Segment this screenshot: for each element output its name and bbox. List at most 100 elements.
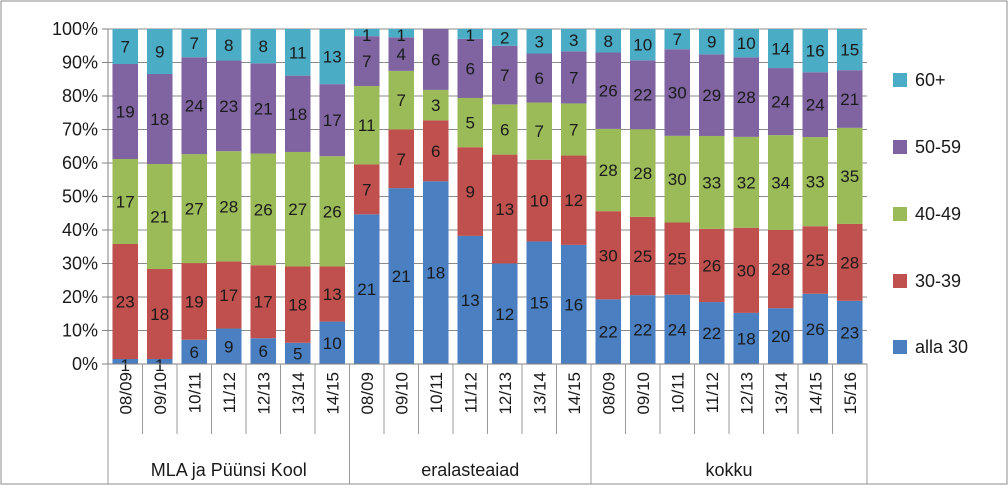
bar-segment — [422, 89, 449, 121]
x-tick-label: 09/10 — [392, 372, 411, 415]
bar-segment — [698, 228, 725, 303]
bar-segment — [319, 266, 346, 322]
bar-segment — [698, 54, 725, 136]
bar-segment — [146, 359, 173, 364]
bar-segment — [526, 53, 553, 103]
data-label: 23 — [840, 323, 859, 342]
data-label: 22 — [702, 324, 721, 343]
data-label: 33 — [806, 173, 825, 192]
data-label: 24 — [668, 320, 687, 339]
data-label: 30 — [737, 261, 756, 280]
data-label: 17 — [254, 293, 273, 312]
data-label: 15 — [530, 294, 549, 313]
bar-segment — [215, 261, 242, 329]
data-label: 17 — [116, 193, 135, 212]
data-label: 18 — [737, 329, 756, 348]
bar-segment — [560, 29, 587, 52]
data-label: 21 — [840, 90, 859, 109]
bar-segment — [181, 29, 208, 58]
bar-segment — [112, 64, 139, 159]
data-label: 26 — [806, 320, 825, 339]
data-label: 8 — [604, 32, 613, 51]
data-label: 8 — [259, 37, 268, 56]
data-label: 28 — [599, 161, 618, 180]
legend-swatch — [893, 73, 907, 87]
data-label: 7 — [121, 38, 130, 57]
data-label: 29 — [702, 86, 721, 105]
bar-segment — [457, 97, 484, 148]
bar-segment — [767, 230, 794, 309]
bar-segment — [767, 68, 794, 136]
data-label: 27 — [185, 200, 204, 219]
y-tick-label: 40% — [62, 220, 98, 240]
bar-segment — [422, 120, 449, 182]
data-label: 9 — [155, 43, 164, 62]
data-label: 10 — [737, 34, 756, 53]
x-tick-label: 13/14 — [289, 372, 308, 415]
bar-segment — [181, 263, 208, 340]
bar-segment — [146, 29, 173, 74]
bar-segment — [181, 57, 208, 155]
bar-segment — [733, 29, 760, 58]
bar-segment — [802, 72, 829, 138]
bar-segment — [629, 29, 656, 61]
bar-segment — [595, 211, 622, 300]
data-label: 7 — [362, 52, 371, 71]
bar-segment — [733, 136, 760, 228]
data-label: 11 — [289, 43, 307, 62]
bar-segment — [422, 181, 449, 364]
bar-segment — [560, 244, 587, 364]
bar-segment — [767, 308, 794, 364]
bar-segment — [388, 29, 415, 38]
bar-segment — [733, 57, 760, 137]
bar-segment — [664, 49, 691, 136]
data-label: 25 — [668, 250, 687, 269]
data-label: 23 — [219, 97, 238, 116]
data-label: 10 — [323, 334, 342, 353]
bar-segment — [284, 75, 311, 152]
data-label: 13 — [461, 291, 480, 310]
bar-segment — [353, 214, 380, 364]
bar-segment — [595, 299, 622, 364]
data-label: 5 — [293, 344, 302, 363]
data-label: 1 — [362, 26, 371, 45]
bar-segment — [388, 37, 415, 71]
bar-segment — [353, 164, 380, 215]
bar-segment — [595, 52, 622, 129]
data-label: 13 — [323, 48, 342, 67]
data-label: 28 — [633, 164, 652, 183]
bar-segment — [353, 29, 380, 37]
bar-segment — [802, 226, 829, 294]
data-label: 25 — [633, 247, 652, 266]
bar-segment — [388, 129, 415, 189]
bar-segment — [388, 70, 415, 130]
data-label: 17 — [219, 286, 238, 305]
bar-segment — [457, 29, 484, 39]
bar-segment — [595, 128, 622, 212]
bar-segment — [802, 29, 829, 73]
y-tick-label: 60% — [62, 153, 98, 173]
data-label: 21 — [254, 99, 273, 118]
x-tick-label: 15/16 — [841, 372, 860, 415]
data-label: 7 — [362, 180, 371, 199]
legend-swatch — [893, 340, 907, 354]
legend-label: 60+ — [915, 70, 946, 90]
bar-segment — [491, 45, 518, 105]
data-label: 6 — [431, 50, 440, 69]
bar-segment — [457, 38, 484, 98]
data-label: 12 — [564, 191, 583, 210]
bar-segment — [664, 294, 691, 364]
legend-swatch — [893, 274, 907, 288]
data-label: 4 — [397, 45, 406, 64]
data-label: 9 — [466, 183, 475, 202]
bar-segment — [112, 159, 139, 244]
x-tick-label: 09/10 — [151, 372, 170, 415]
data-label: 35 — [840, 167, 859, 186]
bar-segment — [319, 29, 346, 85]
data-label: 19 — [116, 103, 135, 122]
data-label: 26 — [254, 200, 273, 219]
bar-segment — [526, 29, 553, 54]
bar-segment — [491, 104, 518, 155]
data-label: 18 — [288, 105, 307, 124]
